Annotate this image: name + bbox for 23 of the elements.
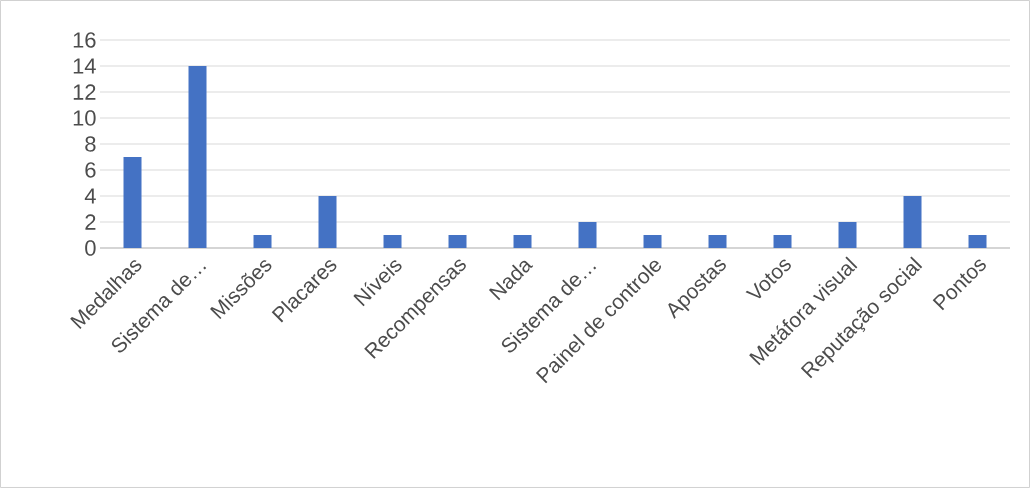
bar [773,234,792,248]
bar [968,234,987,248]
y-tick-label: 4 [84,188,96,204]
y-tick-label: 12 [73,84,96,100]
bar [708,234,727,248]
bar [318,195,337,248]
y-tick-label: 6 [85,162,96,178]
y-tick-label: 16 [73,32,96,48]
bar [448,234,467,248]
bar [188,65,207,248]
bar [513,234,532,248]
y-tick-label: 0 [85,240,96,256]
bar [578,221,597,248]
bar [643,234,662,248]
bar [123,156,142,248]
bar [383,234,402,248]
bar [253,234,272,248]
bar [903,195,922,248]
bar [838,221,857,248]
y-tick-label: 2 [85,214,96,230]
y-tick-label: 14 [73,58,96,74]
y-tick-label: 8 [85,136,96,152]
y-tick-label: 10 [73,110,96,126]
